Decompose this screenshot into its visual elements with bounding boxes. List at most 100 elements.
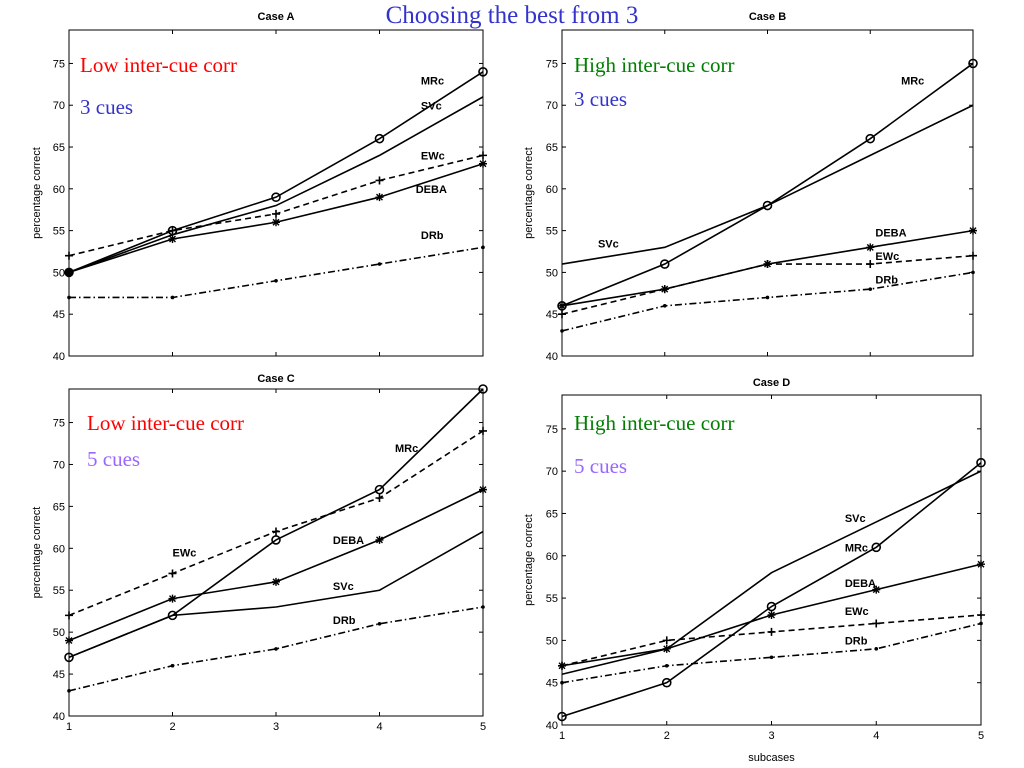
data-point-deba — [662, 644, 671, 653]
data-point-drb — [481, 245, 485, 250]
annotation-5-cues: 5 cues — [574, 454, 627, 478]
y-tick-label: 55 — [546, 593, 558, 605]
series-line-drb — [561, 622, 982, 684]
data-point-deba — [479, 485, 487, 494]
y-tick-label: 60 — [53, 543, 65, 555]
series-label-mrc: MRc — [395, 443, 418, 455]
data-point-mrc — [478, 384, 488, 394]
data-point-mrc — [762, 200, 773, 211]
data-point-deba — [272, 577, 280, 586]
series-svc: SVc — [68, 530, 484, 659]
series-line-svc — [68, 96, 484, 274]
data-point-deba — [977, 560, 985, 569]
panel-case-b: Case B 40 45 50 55 60 65 70 75 percentage correct… — [523, 11, 978, 363]
y-tick-label: 50 — [53, 627, 65, 639]
data-point-mrc — [478, 66, 488, 77]
data-point-mrc — [865, 133, 876, 144]
data-point-drb — [377, 621, 382, 626]
annotation-low-inter-cue-corr: Low inter-cue corr — [80, 53, 237, 77]
plot-frame — [68, 388, 484, 717]
y-tick-label: 55 — [53, 585, 65, 597]
data-point-deba — [375, 193, 384, 202]
data-point-ewc — [168, 226, 177, 235]
y-axis-label: percentage correct — [523, 514, 535, 606]
y-tick-label: 50 — [546, 267, 558, 279]
x-tick-label: 1 — [66, 721, 72, 733]
data-point-deba — [65, 268, 73, 277]
data-point-ewc — [767, 627, 776, 636]
data-point-drb — [979, 621, 983, 626]
series-label-ewc: EWc — [845, 606, 869, 618]
panel-case-a: Case A 40 45 50 55 60 65 70 75 percentage correct… — [31, 11, 488, 363]
series-label-drb: DRb — [875, 274, 898, 286]
data-point-deba — [375, 535, 384, 544]
y-axis-label: percentage correct — [523, 147, 535, 239]
series-label-drb: DRb — [421, 230, 444, 242]
data-point-deba — [969, 226, 977, 235]
data-point-mrc — [374, 133, 385, 144]
annotation-3-cues: 3 cues — [574, 87, 627, 111]
y-tick-label: 75 — [53, 58, 65, 70]
y-tick-label: 45 — [53, 669, 65, 681]
slide-title: Choosing the best from 3 — [385, 2, 639, 29]
y-tick-label: 70 — [53, 100, 65, 112]
data-point-mrc — [659, 259, 670, 269]
data-point-deba — [272, 218, 280, 227]
series-label-ewc: EWc — [421, 151, 445, 163]
x-tick-label: 5 — [480, 721, 486, 733]
y-tick-label: 40 — [546, 351, 558, 363]
data-point-mrc — [271, 192, 281, 202]
series-ewc: EWc — [65, 426, 487, 620]
data-point-mrc — [271, 535, 281, 545]
y-tick-label: 60 — [546, 551, 558, 563]
data-point-drb — [274, 278, 278, 283]
data-point-ewc — [558, 310, 566, 319]
data-point-drb — [377, 262, 382, 266]
series-line-drb — [68, 606, 484, 692]
data-point-drb — [765, 295, 770, 300]
panel-title: Case B — [749, 11, 786, 23]
series-line-deba — [68, 162, 484, 274]
y-tick-label: 45 — [546, 678, 558, 690]
series-drb: DRb — [560, 621, 983, 685]
data-point-drb — [664, 663, 669, 668]
data-point-mrc — [976, 457, 986, 468]
series-line-svc — [561, 470, 982, 676]
series-label-svc: SVc — [333, 581, 354, 593]
series-deba: DEBA — [65, 485, 487, 645]
data-point-drb — [170, 295, 175, 300]
data-point-deba — [168, 234, 177, 243]
series-label-drb: DRb — [333, 615, 356, 627]
x-tick-label: 5 — [978, 730, 984, 742]
data-point-drb — [874, 647, 879, 651]
series-line-mrc — [68, 71, 484, 274]
data-point-drb — [868, 287, 873, 291]
data-point-drb — [67, 295, 71, 300]
x-tick-label: 4 — [873, 730, 879, 742]
series-line-svc — [561, 104, 974, 265]
y-tick-label: 55 — [53, 226, 65, 238]
data-point-drb — [971, 270, 975, 275]
panel-title: Case A — [258, 11, 295, 23]
series-drb: DRb — [67, 230, 485, 300]
x-tick-label: 1 — [559, 730, 565, 742]
x-tick-label: 2 — [664, 730, 670, 742]
annotation-high-inter-cue-corr: High inter-cue corr — [574, 411, 735, 435]
data-point-mrc — [64, 652, 74, 663]
data-point-ewc — [272, 209, 280, 218]
series-line-drb — [69, 246, 484, 299]
series-label-svc: SVc — [845, 513, 866, 525]
data-point-deba — [479, 159, 487, 168]
y-tick-label: 60 — [546, 184, 558, 196]
y-tick-label: 40 — [53, 711, 65, 723]
y-tick-label: 70 — [53, 459, 65, 471]
data-point-drb — [274, 647, 278, 651]
x-tick-label: 3 — [768, 730, 774, 742]
data-point-drb — [769, 655, 774, 660]
series-label-svc: SVc — [421, 100, 442, 112]
y-tick-label: 70 — [546, 100, 558, 112]
y-tick-label: 65 — [546, 142, 558, 154]
series-svc: SVc — [561, 470, 982, 676]
